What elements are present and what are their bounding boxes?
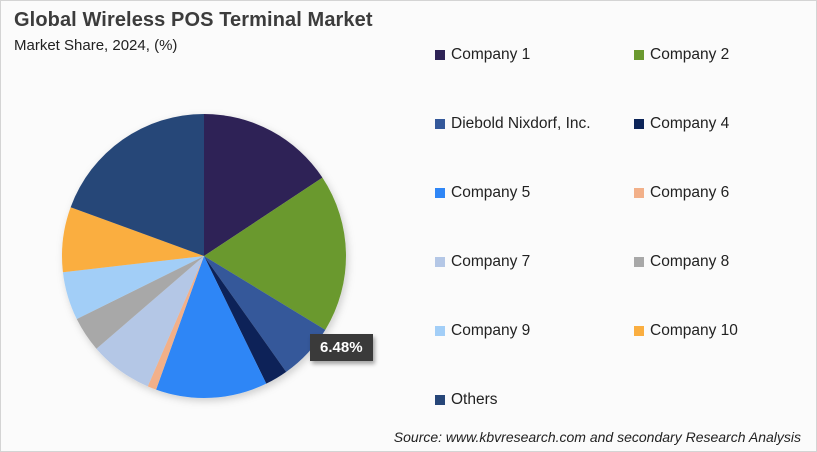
legend-label: Company 2 xyxy=(650,46,730,63)
pie-slice-company-6 xyxy=(147,256,204,390)
legend-item: Company 1 xyxy=(435,46,530,64)
legend-label: Company 10 xyxy=(650,322,738,339)
legend-label: Company 9 xyxy=(451,322,531,339)
legend-swatch-icon xyxy=(435,257,445,267)
legend-item: Company 5 xyxy=(435,184,530,202)
legend-label: Company 4 xyxy=(650,115,730,132)
pie-slice-company-1 xyxy=(204,114,323,256)
data-label-diebold: 6.48% xyxy=(310,334,373,361)
legend-label: Diebold Nixdorf, Inc. xyxy=(451,115,591,132)
legend-swatch-icon xyxy=(435,326,445,336)
legend-label: Company 7 xyxy=(451,253,531,270)
legend-item: Company 2 xyxy=(634,46,729,64)
pie-slice-company-2 xyxy=(204,177,346,330)
legend-item: Others xyxy=(435,391,498,409)
pie-slice-company-10 xyxy=(62,207,204,273)
pie-slice-company-7 xyxy=(96,256,204,387)
pie-slice-company-5 xyxy=(156,256,267,398)
legend-item: Company 7 xyxy=(435,253,530,271)
pie-svg xyxy=(62,114,346,398)
pie-chart xyxy=(56,108,352,404)
pie-slice-company-9 xyxy=(62,256,204,320)
legend-swatch-icon xyxy=(634,257,644,267)
legend-label: Company 8 xyxy=(650,253,730,270)
legend-swatch-icon xyxy=(435,50,445,60)
legend-item: Company 8 xyxy=(634,253,729,271)
legend-item: Company 6 xyxy=(634,184,729,202)
legend-swatch-icon xyxy=(435,119,445,129)
legend-item: Diebold Nixdorf, Inc. xyxy=(435,115,591,133)
legend-label: Company 6 xyxy=(650,184,730,201)
pie-slice-company-4 xyxy=(204,256,287,384)
legend-label: Company 1 xyxy=(451,46,531,63)
legend-swatch-icon xyxy=(634,326,644,336)
legend-swatch-icon xyxy=(634,119,644,129)
chart-subtitle: Market Share, 2024, (%) xyxy=(14,37,178,54)
pie-slice-diebold-nixdorf-inc xyxy=(204,256,326,372)
legend-swatch-icon xyxy=(435,188,445,198)
pie-slice-company-8 xyxy=(76,256,204,349)
legend-label: Others xyxy=(451,391,498,408)
legend-label: Company 5 xyxy=(451,184,531,201)
legend-item: Company 10 xyxy=(634,322,738,340)
legend-swatch-icon xyxy=(634,188,644,198)
legend-item: Company 9 xyxy=(435,322,530,340)
legend-item: Company 4 xyxy=(634,115,729,133)
pie-slice-others xyxy=(70,114,204,256)
chart-title: Global Wireless POS Terminal Market xyxy=(14,9,373,31)
legend-swatch-icon xyxy=(435,395,445,405)
legend-swatch-icon xyxy=(634,50,644,60)
source-note: Source: www.kbvresearch.com and secondar… xyxy=(393,429,801,445)
